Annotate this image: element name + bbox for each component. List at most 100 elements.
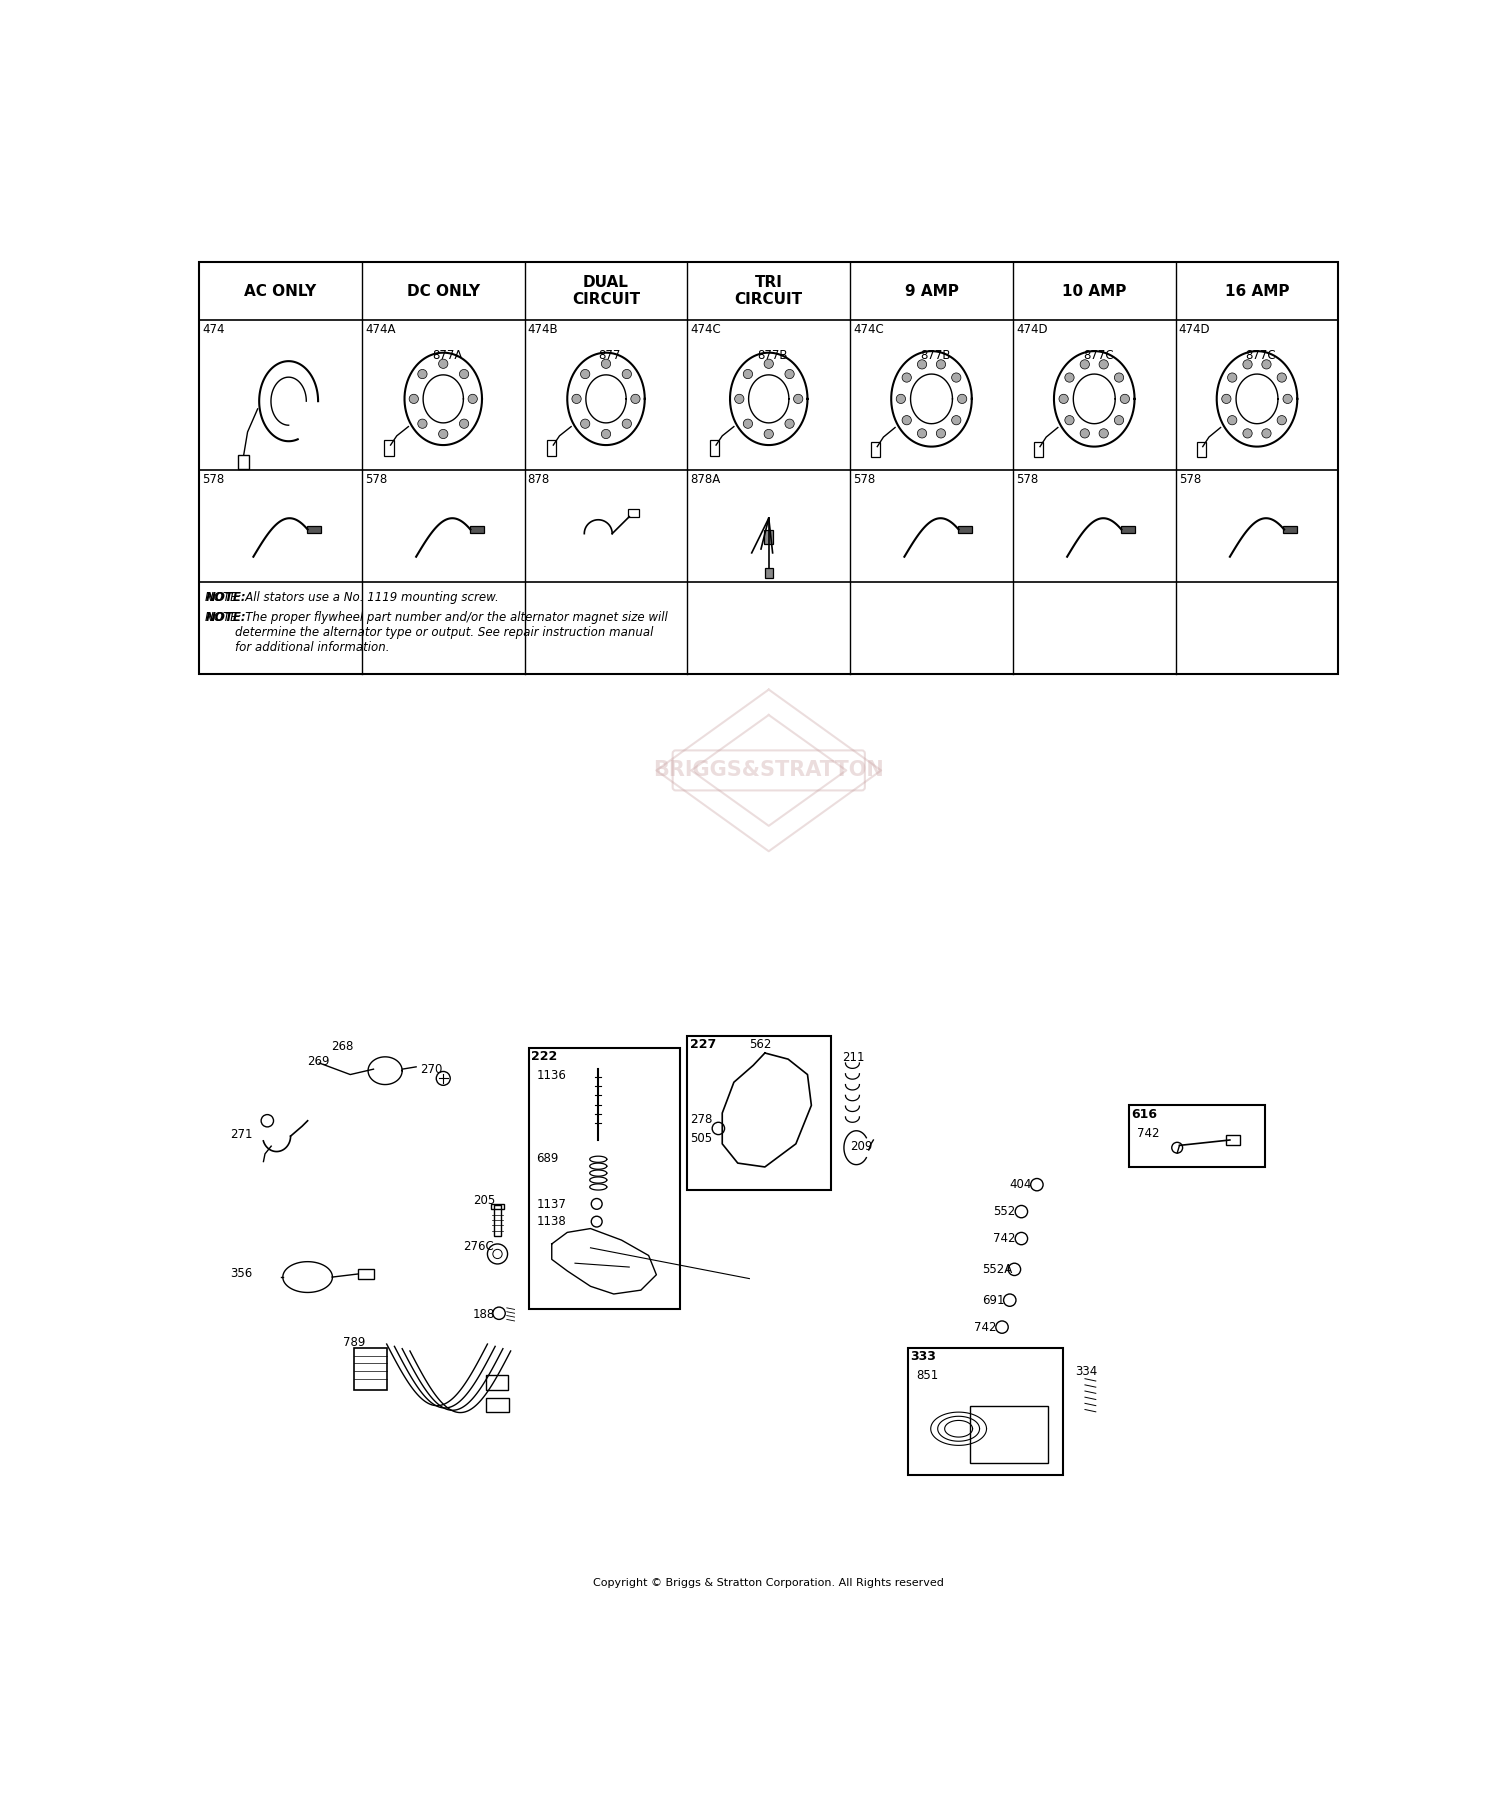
Text: 1137: 1137 [537,1197,566,1211]
Circle shape [622,419,632,428]
Text: 356: 356 [230,1267,252,1280]
Text: 578: 578 [364,473,387,486]
Bar [970,1406,1047,1463]
Text: 474D: 474D [1179,322,1210,337]
Circle shape [918,360,927,369]
Bar [687,1037,831,1190]
Circle shape [580,419,590,428]
Text: 578: 578 [202,473,225,486]
Text: 16 AMP: 16 AMP [1224,284,1288,299]
Bar [358,1269,374,1278]
Circle shape [1262,360,1270,369]
Text: 877: 877 [598,349,621,362]
Circle shape [410,394,419,403]
Bar [470,526,483,533]
Text: 878A: 878A [690,473,720,486]
Circle shape [1120,394,1130,403]
Circle shape [1065,373,1074,382]
Bar [1130,1105,1264,1166]
Text: 578: 578 [1179,473,1202,486]
Circle shape [764,360,774,369]
Bar [1120,526,1134,533]
Circle shape [902,373,912,382]
Circle shape [918,428,927,437]
Text: 269: 269 [308,1055,330,1069]
Circle shape [602,360,610,369]
Text: 227: 227 [690,1039,715,1051]
Circle shape [735,394,744,403]
Text: 877A: 877A [432,349,462,362]
Circle shape [794,394,802,403]
Circle shape [419,369,428,378]
Text: NOTE: All stators use a No. 1119 mounting screw.: NOTE: All stators use a No. 1119 mountin… [206,590,500,605]
Text: 205: 205 [472,1193,495,1206]
Text: 691: 691 [982,1294,1005,1307]
Circle shape [784,419,794,428]
Circle shape [744,419,753,428]
Circle shape [951,416,962,425]
Circle shape [572,394,580,403]
Bar [871,441,880,457]
Text: BRIGGS&STRATTON: BRIGGS&STRATTON [654,760,884,781]
Circle shape [1100,360,1108,369]
Circle shape [1080,360,1089,369]
Circle shape [1227,416,1238,425]
Circle shape [622,369,632,378]
Text: 877C: 877C [1083,349,1113,362]
Text: 404: 404 [1010,1179,1032,1192]
Bar [308,526,321,533]
Text: 334: 334 [1076,1364,1096,1377]
Text: 188: 188 [472,1309,495,1321]
Text: 616: 616 [1131,1107,1158,1121]
Text: 474C: 474C [853,322,883,337]
Text: 742: 742 [1137,1127,1160,1139]
Text: 742: 742 [974,1321,996,1334]
Text: 578: 578 [853,473,876,486]
Text: NOTE:: NOTE: [206,590,246,605]
Circle shape [951,373,962,382]
Text: DC ONLY: DC ONLY [406,284,480,299]
Text: 552A: 552A [982,1264,1012,1276]
Circle shape [1244,360,1252,369]
Circle shape [1059,394,1068,403]
Text: 742: 742 [993,1233,1016,1246]
Circle shape [419,419,428,428]
Circle shape [1227,373,1238,382]
Bar [908,1348,1064,1474]
Text: 270: 270 [420,1062,442,1076]
Circle shape [1276,373,1287,382]
Text: 578: 578 [1016,473,1038,486]
Bar [384,441,393,455]
Bar [765,569,772,578]
Bar [1034,441,1042,457]
Text: 209: 209 [850,1139,873,1154]
Text: NOTE: The proper flywheel part number and/or the alternator magnet size will
   : NOTE: The proper flywheel part number an… [206,610,668,653]
Bar [627,509,639,517]
Bar [548,441,556,455]
Circle shape [936,428,945,437]
Circle shape [957,394,968,403]
Circle shape [902,416,912,425]
Bar [486,1375,507,1390]
Text: 278: 278 [690,1112,712,1127]
Circle shape [1262,428,1270,437]
Circle shape [936,360,945,369]
Text: 271: 271 [230,1129,252,1141]
Bar [528,1048,680,1309]
Circle shape [784,369,794,378]
Bar [764,529,774,544]
Bar [1226,1134,1240,1145]
Text: 1136: 1136 [537,1069,566,1082]
Bar [492,1204,504,1208]
Text: 878: 878 [528,473,550,486]
Text: NOTE:: NOTE: [206,610,246,625]
Text: 789: 789 [342,1336,364,1350]
Text: DUAL
CIRCUIT: DUAL CIRCUIT [572,275,640,308]
Bar [354,1348,387,1390]
Circle shape [764,430,774,439]
Circle shape [1114,373,1124,382]
Text: TRI
CIRCUIT: TRI CIRCUIT [735,275,802,308]
Circle shape [438,430,448,439]
Text: 505: 505 [690,1132,712,1145]
Text: 333: 333 [910,1350,936,1363]
